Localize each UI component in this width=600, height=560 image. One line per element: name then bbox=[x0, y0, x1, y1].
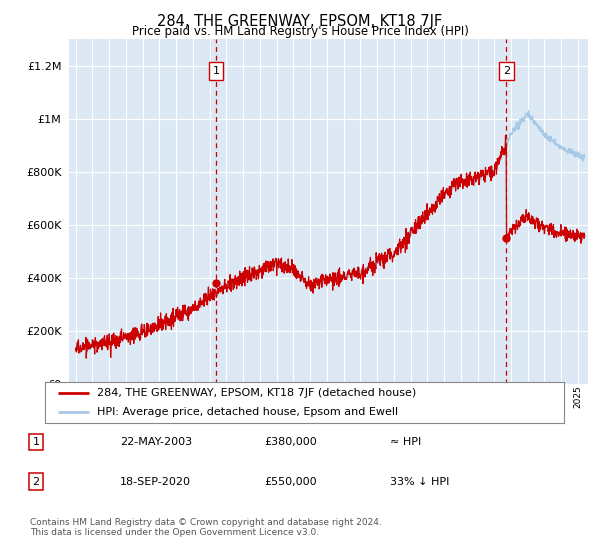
Text: 2: 2 bbox=[503, 66, 510, 76]
Text: 1: 1 bbox=[32, 437, 40, 447]
Text: ≈ HPI: ≈ HPI bbox=[390, 437, 421, 447]
Text: HPI: Average price, detached house, Epsom and Ewell: HPI: Average price, detached house, Epso… bbox=[97, 407, 398, 417]
Text: 33% ↓ HPI: 33% ↓ HPI bbox=[390, 477, 449, 487]
Text: 284, THE GREENWAY, EPSOM, KT18 7JF: 284, THE GREENWAY, EPSOM, KT18 7JF bbox=[157, 14, 443, 29]
Text: 284, THE GREENWAY, EPSOM, KT18 7JF (detached house): 284, THE GREENWAY, EPSOM, KT18 7JF (deta… bbox=[97, 389, 416, 398]
Text: £550,000: £550,000 bbox=[264, 477, 317, 487]
Text: £380,000: £380,000 bbox=[264, 437, 317, 447]
Text: 1: 1 bbox=[212, 66, 220, 76]
Text: 22-MAY-2003: 22-MAY-2003 bbox=[120, 437, 192, 447]
Text: Contains HM Land Registry data © Crown copyright and database right 2024.
This d: Contains HM Land Registry data © Crown c… bbox=[30, 518, 382, 538]
Text: Price paid vs. HM Land Registry's House Price Index (HPI): Price paid vs. HM Land Registry's House … bbox=[131, 25, 469, 38]
Text: 2: 2 bbox=[32, 477, 40, 487]
Text: 18-SEP-2020: 18-SEP-2020 bbox=[120, 477, 191, 487]
